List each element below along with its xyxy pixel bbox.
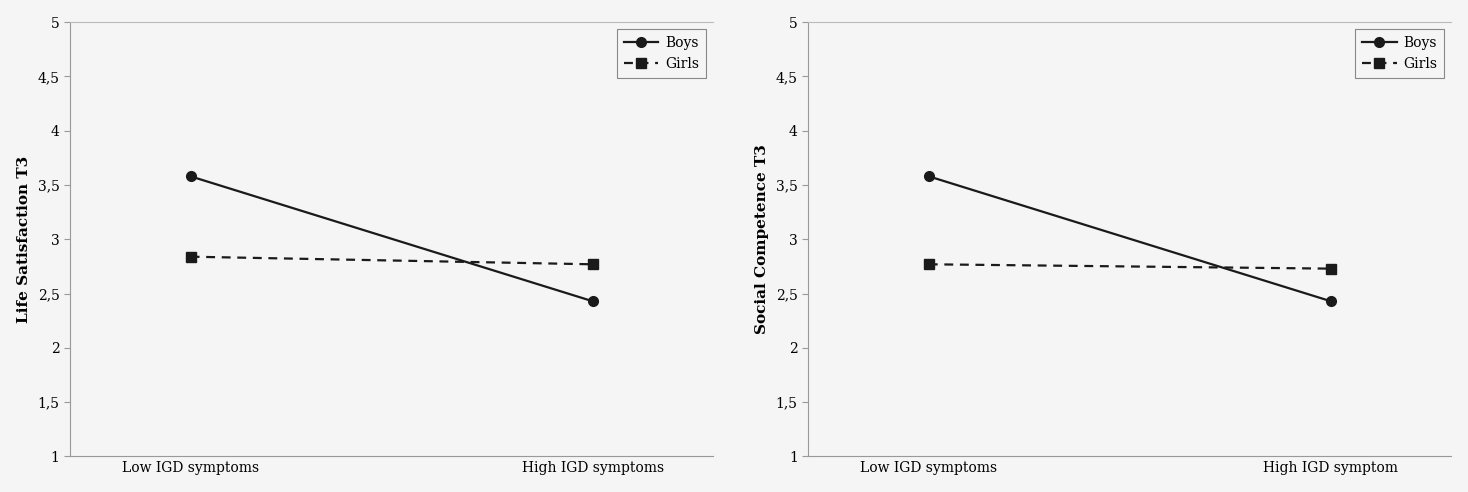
- Girls: [584, 261, 602, 267]
- Boys: [920, 173, 938, 179]
- Legend: Boys, Girls: Boys, Girls: [1355, 29, 1445, 78]
- Line: Boys: Boys: [186, 172, 597, 306]
- Y-axis label: Life Satisfaction T3: Life Satisfaction T3: [16, 155, 31, 323]
- Y-axis label: Social Competence T3: Social Competence T3: [755, 144, 769, 334]
- Boys: [1323, 298, 1340, 304]
- Boys: [584, 298, 602, 304]
- Girls: [1323, 266, 1340, 272]
- Line: Girls: Girls: [186, 252, 597, 269]
- Girls: [920, 261, 938, 267]
- Line: Boys: Boys: [923, 172, 1336, 306]
- Line: Girls: Girls: [923, 259, 1336, 274]
- Girls: [182, 254, 200, 260]
- Boys: [182, 173, 200, 179]
- Legend: Boys, Girls: Boys, Girls: [617, 29, 706, 78]
